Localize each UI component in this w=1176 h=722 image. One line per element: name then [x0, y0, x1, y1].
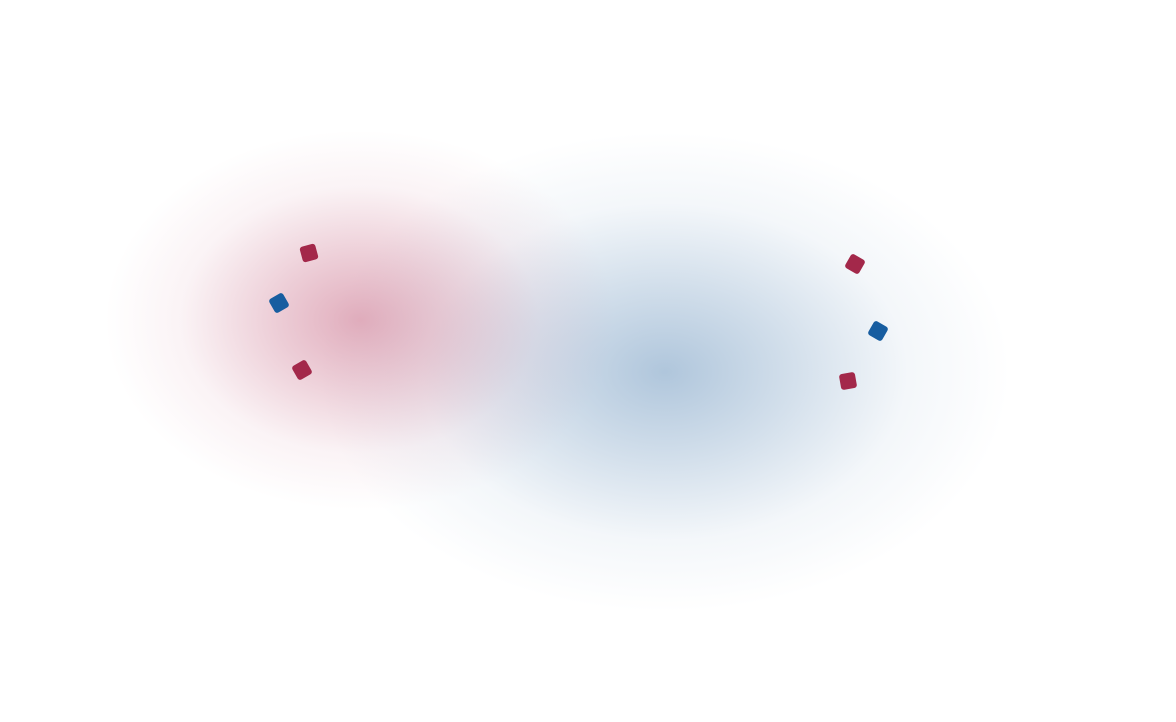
marker-blue-2	[868, 321, 888, 341]
marker-red-3	[845, 254, 865, 274]
marker-red-4	[839, 372, 857, 390]
marker-red-2	[292, 360, 312, 380]
marker-blue-1	[269, 293, 289, 313]
marker-red-1	[299, 243, 319, 263]
red-glow	[105, 130, 615, 510]
